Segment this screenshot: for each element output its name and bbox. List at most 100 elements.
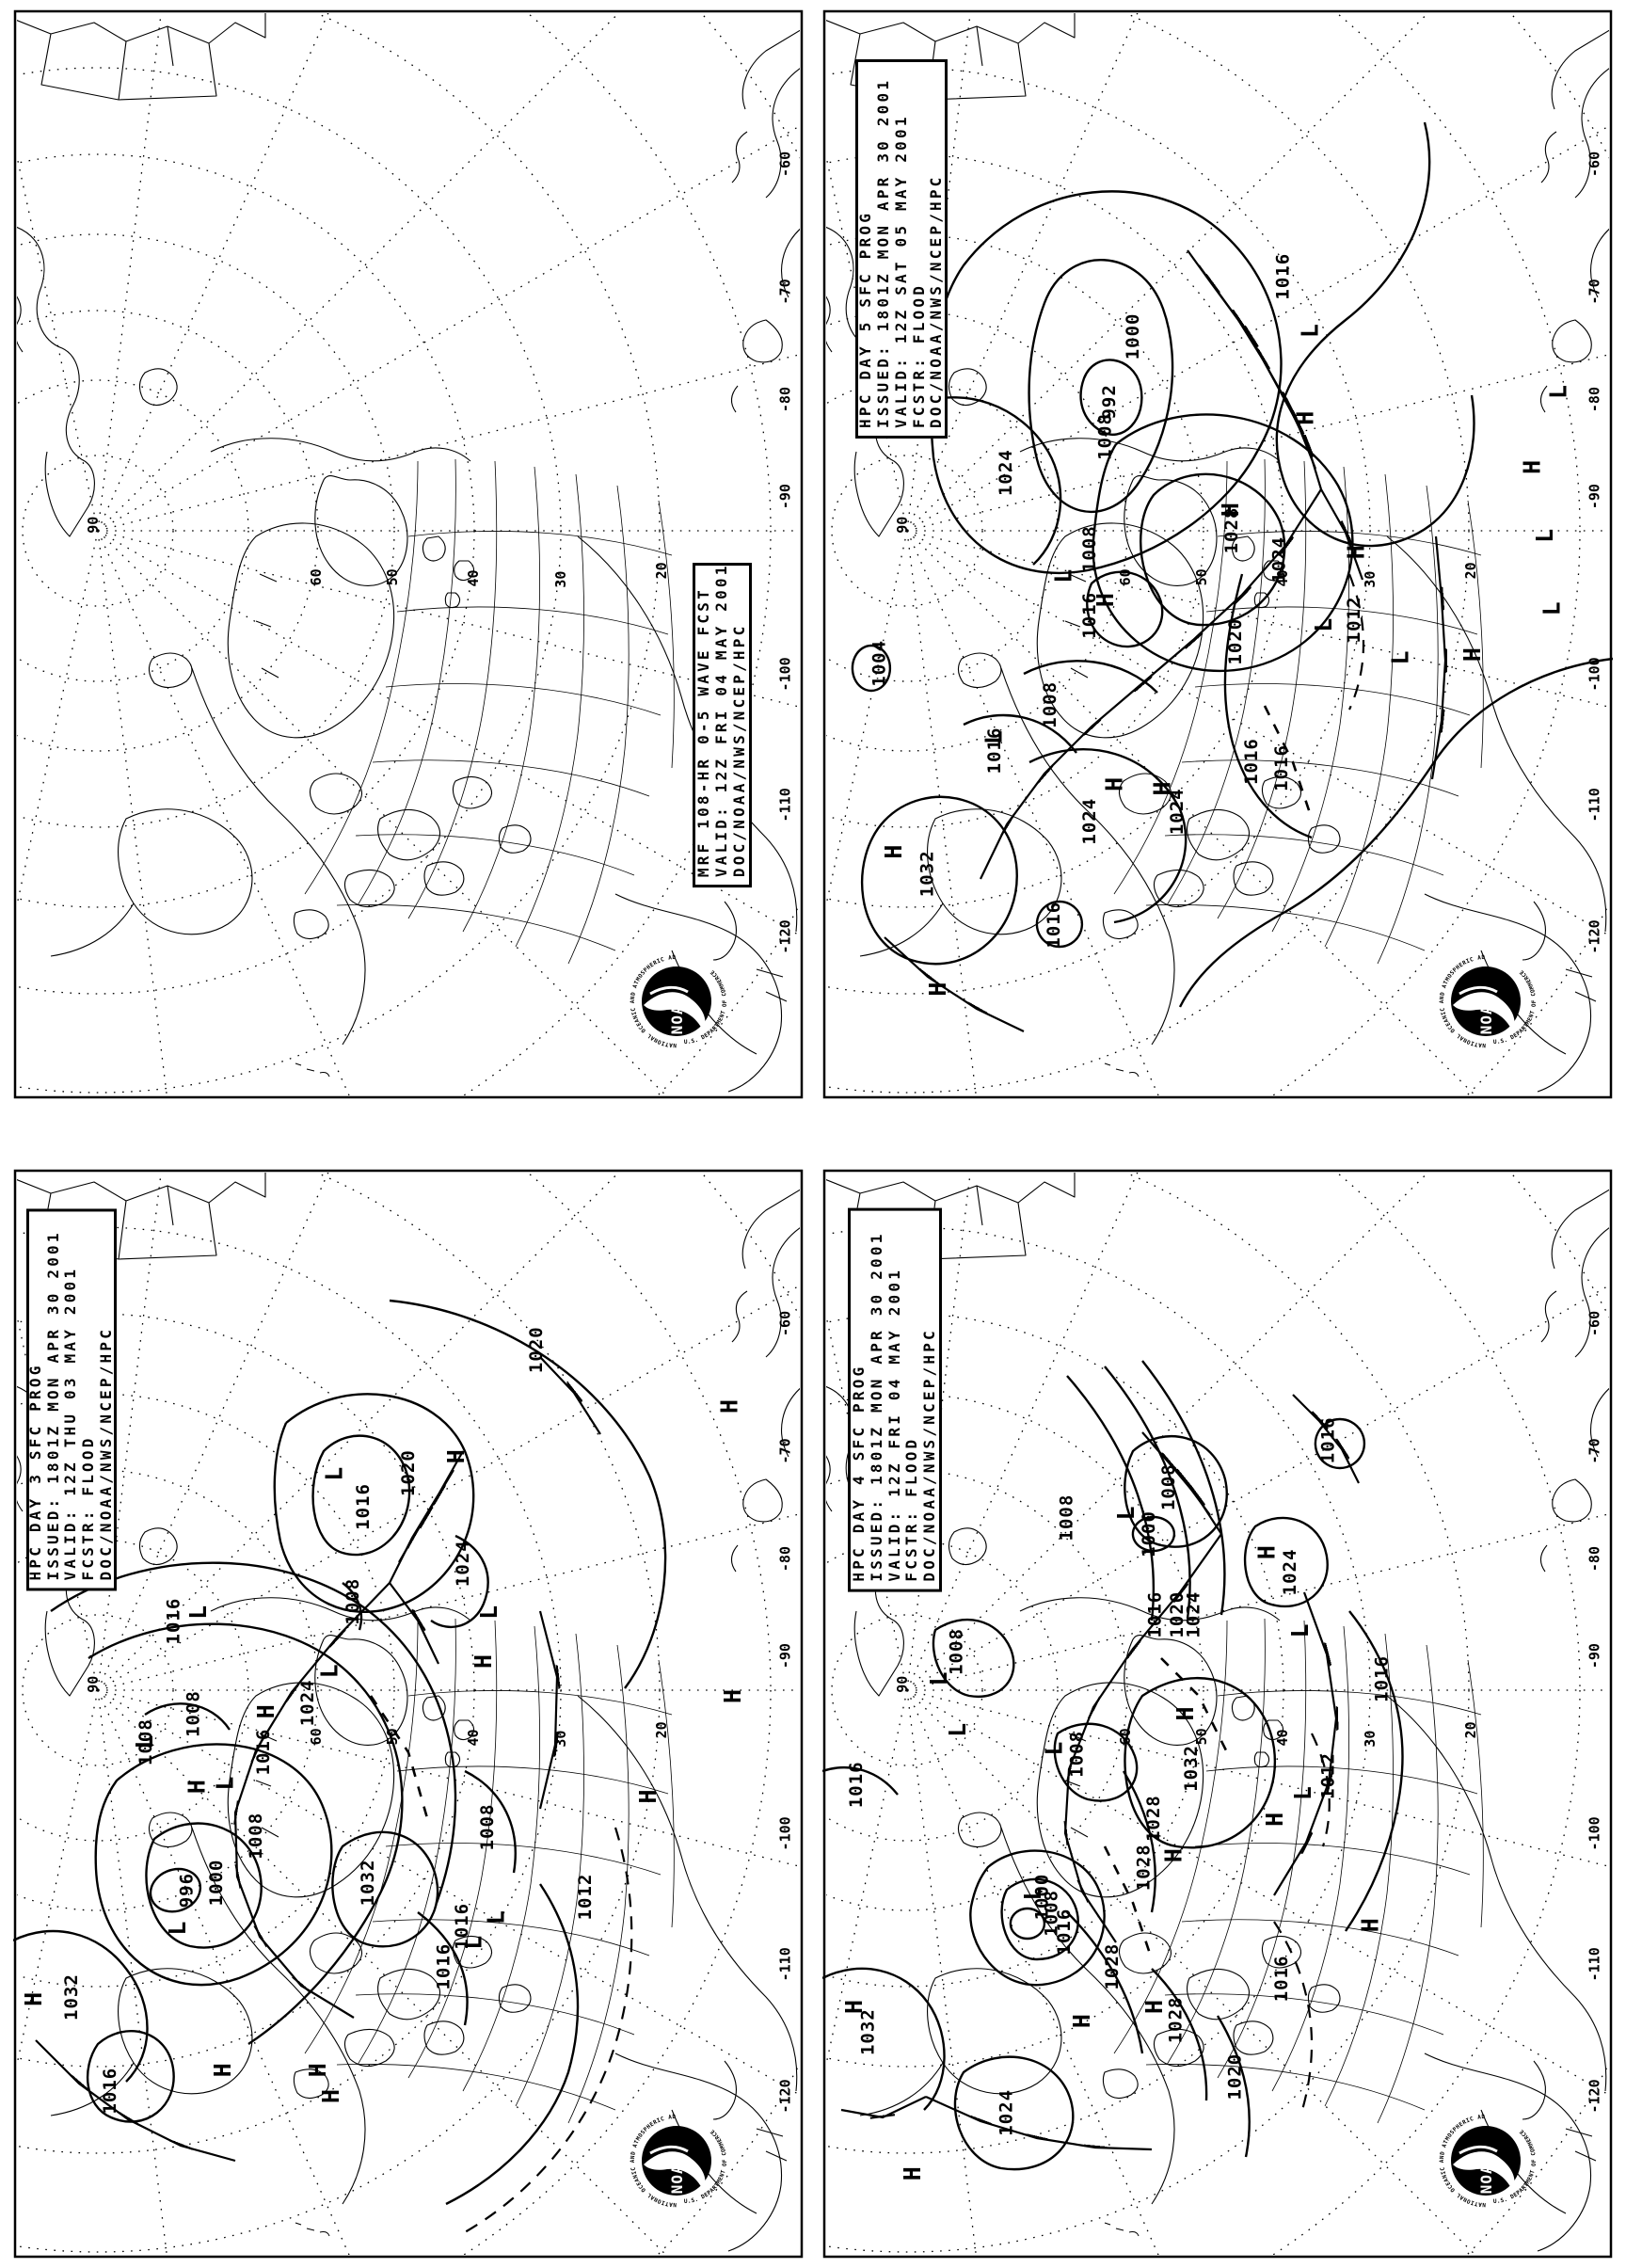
high-pressure-center: H [470,1654,497,1669]
longitude-label: -120 [1586,2079,1603,2113]
low-pressure-center: L [475,1605,502,1620]
chart-title-line: VALID: 12Z SAT 05 MAY 2001 [891,114,910,429]
low-pressure-center: L [1531,529,1558,543]
chart-title-box: HPC DAY 4 SFC PROG ISSUED: 1801Z MON APR … [847,1207,942,1592]
fronts-day3 [35,1356,601,2163]
chart-title-line: FCSTR: FLOOD [909,283,928,429]
high-pressure-center: H [317,2089,344,2103]
isobar-label: 1008 [136,1718,156,1765]
latitude-label: 90 [894,1676,911,1693]
latitude-label: 20 [1462,1721,1479,1738]
chart-title-box: HPC DAY 5 SFC PROG ISSUED: 1801Z MON APR … [855,59,948,439]
isobar-label: 1028 [1165,1997,1186,2044]
chart-title-line: ISSUED: 1801Z MON APR 30 2001 [874,78,893,429]
latitude-label: 60 [1117,1728,1134,1745]
isobar-label: 1008 [246,1813,266,1860]
high-pressure-center: H [715,1399,742,1414]
low-pressure-center: L [925,1671,952,1685]
longitude-label: -110 [1586,1947,1603,1981]
longitude-label: -100 [777,1816,794,1850]
isobar-label: 1004 [869,640,889,687]
panel-hpc-day5-sfc-prog: 1016 1000 992 1008 1024 1028 1024 1008 1016 1020 1… [822,9,1613,1099]
isobar-label: 1008 [1066,1731,1087,1778]
isobar-label: 1024 [453,1540,473,1587]
longitude-label: -80 [777,387,794,412]
isobar-label: 1008 [1158,1463,1179,1510]
isobar-label: 1000 [1123,313,1143,360]
isobar-label: 1008 [1095,413,1116,460]
isobar-label: 1012 [1317,1752,1338,1799]
isobar-label: 1000 [1139,1510,1159,1557]
isobar-label: 1028 [1221,507,1242,554]
map-day5: 1016100099210081024102810241008101610201… [822,9,1613,1099]
isobar-label: 1024 [1184,1591,1204,1638]
isobar-label: 1028 [1102,1943,1123,1990]
low-pressure-center: L [212,1777,239,1791]
low-pressure-center: L [1019,1887,1046,1901]
high-pressure-center: H [252,1704,279,1718]
isobar-label: 1008 [1040,681,1060,728]
isobar-label: 1016 [846,1761,867,1808]
latitude-label: 90 [894,517,911,534]
low-pressure-center: L [1041,1742,1068,1756]
isobar-label: 1016 [1145,1591,1166,1638]
fronts-day4 [840,1394,1360,2151]
isobar-label: 996 [177,1873,198,1908]
high-pressure-center: H [20,1992,47,2006]
isobar-label: 1008 [1041,1890,1061,1937]
longitude-label: -110 [777,788,794,822]
latitude-label: 90 [85,1676,102,1693]
longitude-label: -90 [777,484,794,509]
map-day3: 1020 1020 1016 1024 1008 1016 1008 1008 1024 1016… [13,1169,804,2259]
panel-mrf-wave-forecast: 90 60 50 40 30 20 -60 -70 -80 -90 -100 -110 -120 MRF… [13,9,804,1099]
low-pressure-center: L [131,1735,158,1749]
low-pressure-center: L [944,1723,971,1737]
longitude-label: -100 [1586,1816,1603,1850]
longitude-label: -120 [1586,919,1603,953]
isobar-label: 1032 [358,1860,378,1907]
isobar-label: 1012 [575,1874,596,1921]
latitude-label: 30 [1362,571,1379,588]
map-mrf-wave: 90 60 50 40 30 20 -60 -70 -80 -90 -100 -110 -120 [13,9,804,1099]
isobar-label: 1008 [477,1804,498,1851]
high-pressure-center: H [1342,545,1369,559]
longitude-label: -80 [777,1546,794,1572]
low-pressure-center: L [315,1664,343,1678]
low-pressure-center: L [1538,601,1566,615]
high-pressure-center: H [1159,1848,1187,1862]
low-pressure-center: L [320,1467,347,1481]
latitude-label: 40 [1274,569,1291,586]
longitude-label: -90 [777,1643,794,1669]
isobar-label: 1028 [1143,1795,1164,1842]
isobar-label: 1000 [1031,1874,1052,1921]
chart-title-box: MRF 108-HR 0-5 WAVE FCST VALID: 12Z FRI 0… [692,563,752,888]
longitude-label: -120 [777,2079,794,2113]
high-pressure-center: H [840,2000,868,2014]
low-pressure-center: L [1386,650,1413,664]
chart-title-line: HPC DAY 4 SFC PROG [849,1364,868,1582]
low-pressure-center: L [1544,385,1571,399]
isobar-label: 1020 [526,1326,547,1373]
chart-title-box: HPC DAY 3 SFC PROG ISSUED: 1801Z MON APR … [26,1207,118,1591]
low-pressure-center: L [1310,618,1337,632]
longitude-label: -70 [1586,1438,1603,1463]
longitude-label: -110 [777,1947,794,1981]
isobar-label: 1032 [1181,1745,1202,1792]
map-border [822,1169,1613,2259]
longitude-label: -70 [777,279,794,304]
latitude-label: 90 [85,517,102,534]
longitude-label: -100 [1586,657,1603,691]
low-pressure-center: L [1286,1623,1314,1637]
isobar-label: 1016 [253,1729,274,1776]
high-pressure-center: H [719,1689,746,1703]
isobar-label: 1016 [1372,1655,1393,1702]
high-pressure-center: H [1292,411,1319,425]
high-pressure-center: H [1357,1918,1384,1932]
chart-title-line: DOC/NOAA/NWS/NCEP/HPC [927,174,946,429]
chart-title-line: DOC/NOAA/NWS/NCEP/HPC [920,1327,939,1582]
map-border [13,1169,804,2259]
isobar-label: 1020 [1167,1591,1188,1638]
chart-title-line: ISSUED: 1801Z MON APR 30 2001 [867,1231,885,1582]
latitude-label: 60 [308,568,325,585]
